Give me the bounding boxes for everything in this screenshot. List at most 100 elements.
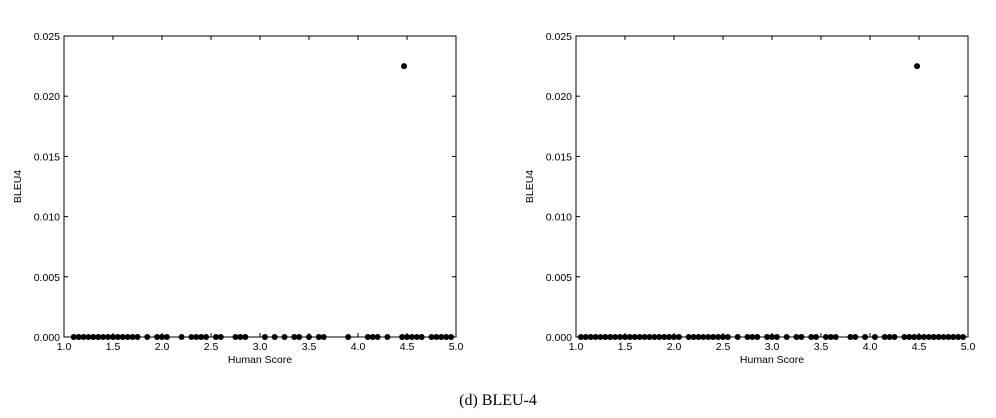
data-point	[438, 334, 445, 340]
data-point	[296, 334, 303, 340]
data-point	[607, 334, 614, 340]
data-point	[808, 334, 815, 340]
x-tick-label: 1.5	[618, 341, 633, 353]
scatter-plot-right: 1.0 1.5 2.0 2.5 3.0 3.5 4.0 4.5 5.0 0.000 0.005 0.0…	[524, 31, 976, 366]
data-point	[773, 334, 780, 340]
data-point	[134, 334, 141, 340]
data-point	[822, 334, 829, 340]
data-point	[871, 334, 878, 340]
data-point	[428, 334, 435, 340]
data-point	[685, 334, 692, 340]
data-point	[404, 334, 410, 340]
x-tick-label: 4.0	[863, 341, 878, 353]
data-point	[715, 334, 722, 340]
data-point	[881, 334, 888, 340]
data-point	[413, 334, 420, 340]
x-tick-label: 2.0	[155, 341, 170, 353]
scatter-panel-right: 1.0 1.5 2.0 2.5 3.0 3.5 4.0 4.5 5.0 0.000 0.005 0.0…	[512, 18, 996, 383]
data-point	[129, 334, 136, 340]
data-point	[724, 334, 731, 340]
data-point	[384, 334, 391, 340]
data-point	[443, 334, 450, 340]
data-point	[914, 63, 921, 70]
data-point	[641, 334, 648, 340]
data-point	[144, 334, 151, 340]
data-point	[916, 334, 922, 340]
data-point	[783, 334, 790, 340]
data-point	[935, 334, 942, 340]
data-point	[110, 334, 116, 340]
data-point	[193, 334, 200, 340]
y-tick-label: 0.025	[34, 31, 60, 43]
data-point	[631, 334, 638, 340]
data-point	[399, 334, 406, 340]
y-tick-label: 0.015	[546, 151, 572, 163]
x-tick-label: 3.0	[253, 341, 268, 353]
data-point	[271, 334, 278, 340]
plot-frame	[63, 35, 457, 338]
x-tick-label: 3.0	[765, 341, 780, 353]
y-tick-label: 0.000	[546, 332, 572, 344]
scatter-panel-left: 1.0 1.5 2.0 2.5 3.0 3.5 4.0 4.5 5.0 0.000 0.005 0.0…	[0, 18, 484, 383]
data-point	[163, 334, 170, 340]
scatter-plot-left: 1.0 1.5 2.0 2.5 3.0 3.5 4.0 4.5 5.0 0.000 0.005 0.0…	[12, 31, 463, 366]
data-point	[911, 334, 918, 340]
data-point	[862, 334, 869, 340]
x-tick-label: 1.0	[57, 341, 72, 353]
data-point	[237, 334, 244, 340]
plot-frame	[575, 35, 969, 338]
data-point	[749, 334, 756, 340]
data-point	[374, 334, 381, 340]
data-point	[203, 334, 210, 340]
data-point	[70, 334, 77, 340]
data-point	[705, 334, 712, 340]
y-tick-label: 0.000	[34, 332, 60, 344]
x-tick-label: 2.5	[716, 341, 731, 353]
data-point	[178, 334, 185, 340]
data-point	[232, 334, 239, 340]
data-point	[666, 334, 673, 340]
data-point	[671, 334, 677, 340]
data-point	[612, 334, 619, 340]
data-point	[847, 334, 854, 340]
data-point	[769, 334, 775, 340]
data-point	[734, 334, 741, 340]
data-point	[408, 334, 415, 340]
x-axis-label: Human Score	[740, 354, 804, 366]
data-point	[592, 334, 599, 340]
data-point	[695, 334, 702, 340]
figure-caption: (d) BLEU-4	[459, 392, 537, 409]
y-axis-label: BLEU4	[524, 170, 536, 203]
data-point	[813, 334, 820, 340]
x-axis-label: Human Score	[228, 354, 292, 366]
data-point	[90, 334, 97, 340]
data-point	[754, 334, 761, 340]
data-point	[793, 334, 800, 340]
data-point	[827, 334, 834, 340]
data-point	[242, 334, 249, 340]
data-point	[886, 334, 893, 340]
data-point	[636, 334, 643, 340]
data-point	[832, 334, 839, 340]
x-tick-label: 1.0	[569, 341, 584, 353]
data-point	[945, 334, 952, 340]
data-point	[798, 334, 805, 340]
x-tick-label: 5.0	[961, 341, 976, 353]
x-tick-label: 3.5	[302, 341, 317, 353]
y-tick-label: 0.010	[546, 212, 572, 224]
data-point	[320, 334, 327, 340]
data-point	[105, 334, 112, 340]
data-point	[617, 334, 624, 340]
data-point	[345, 334, 352, 340]
data-point	[85, 334, 92, 340]
data-point	[646, 334, 653, 340]
data-point	[315, 334, 322, 340]
data-point	[124, 334, 131, 340]
data-point	[661, 334, 668, 340]
data-point	[291, 334, 298, 340]
data-point	[75, 334, 82, 340]
y-tick-label: 0.015	[34, 151, 60, 163]
data-point	[720, 334, 726, 340]
data-point	[154, 334, 161, 340]
y-tick-label: 0.005	[546, 272, 572, 284]
